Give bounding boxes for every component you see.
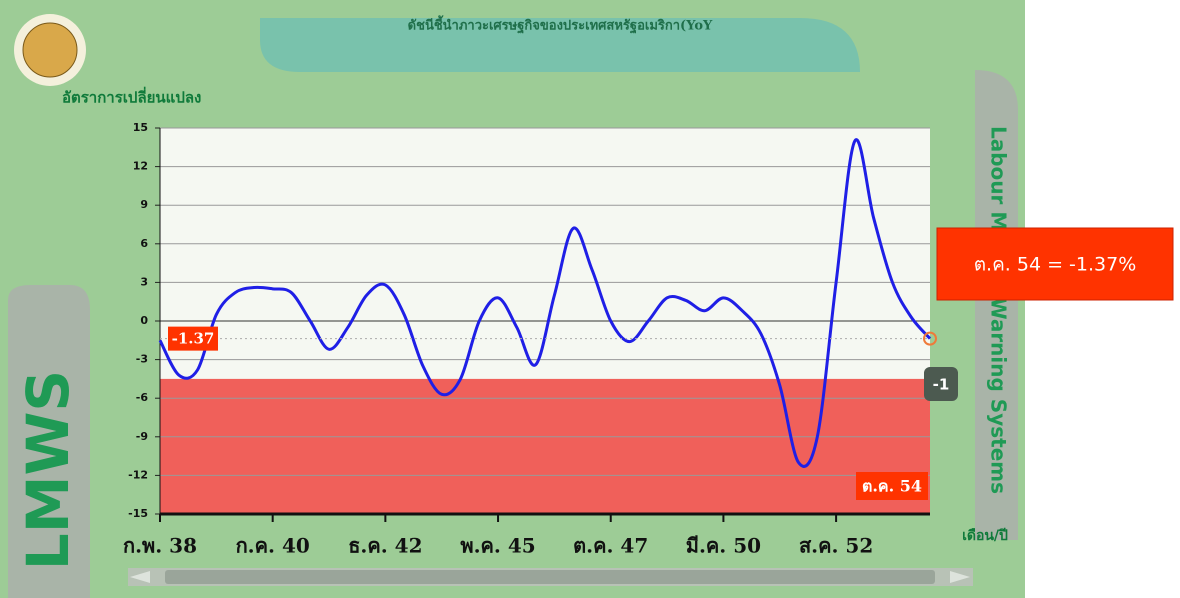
y-tick-label: 9 <box>140 198 148 211</box>
x-tick-label: มี.ค. 50 <box>686 534 761 558</box>
y-tick-label: 6 <box>140 237 148 250</box>
x-tick-label: ก.พ. 38 <box>123 534 197 558</box>
current-value-label: -1.37 <box>172 330 215 348</box>
date-badge <box>856 472 928 500</box>
x-tick-label: ส.ค. 52 <box>799 534 873 558</box>
y-tick-label: 12 <box>133 160 148 173</box>
y-tick-label: 15 <box>133 121 148 134</box>
logo-seal <box>22 22 78 78</box>
data-line <box>158 138 932 468</box>
tooltip <box>936 227 1174 301</box>
y-tick-label: 0 <box>140 314 148 327</box>
warning-band <box>160 378 930 514</box>
tooltip-label: ต.ค. 54 = -1.37% <box>974 254 1137 276</box>
current-point <box>923 331 937 346</box>
x-tick-label: พ.ค. 45 <box>460 534 535 558</box>
current-badge <box>168 326 218 351</box>
scroll-right[interactable] <box>950 571 970 583</box>
title-banner <box>260 18 860 72</box>
y-tick-label: -12 <box>128 468 148 481</box>
y-axis-label: อัตราการเปลี่ยนแปลง <box>62 87 201 107</box>
scroll-left[interactable] <box>130 571 150 583</box>
x-tick-label: ก.ค. 40 <box>236 534 310 558</box>
x-tick-label: ต.ค. 47 <box>573 534 648 558</box>
left-brand: LMWS <box>14 370 82 570</box>
x-tick-label: ธ.ค. 42 <box>348 534 422 558</box>
y-tick-label: -6 <box>136 391 149 404</box>
y-tick-label: -3 <box>136 353 148 366</box>
date-badge-label: ต.ค. 54 <box>862 477 922 496</box>
y-tick-label: -9 <box>136 430 148 443</box>
right-marker-label: -1 <box>933 376 950 394</box>
x-axis-label: เดือน/ปี <box>962 528 1008 544</box>
left-panel <box>8 285 90 598</box>
right-marker <box>924 367 958 401</box>
y-tick-label: -15 <box>128 507 148 520</box>
right-brand: Labour Market Warning Systems <box>987 126 1011 494</box>
right-panel <box>975 70 1018 540</box>
scrollbar-thumb[interactable] <box>165 570 935 584</box>
y-tick-label: 3 <box>140 275 148 288</box>
chart-title: ดัชนีชี้นำภาวะเศรษฐกิจของประเทศสหรัฐอเมร… <box>408 15 713 35</box>
